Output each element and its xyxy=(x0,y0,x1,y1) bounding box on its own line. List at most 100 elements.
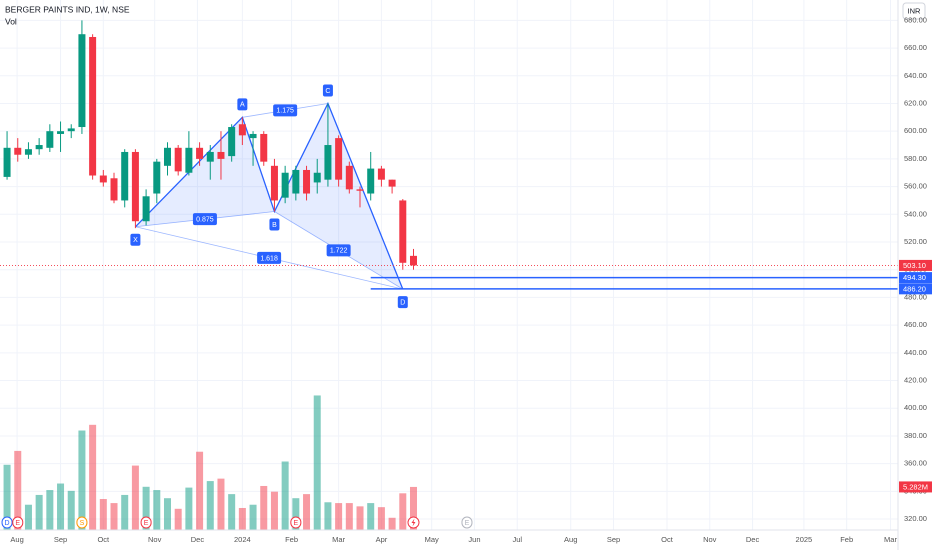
x-tick-label: 2024 xyxy=(234,535,251,544)
price-tag-label: 486.20 xyxy=(903,284,926,293)
volume-bar xyxy=(35,494,43,530)
candle-body xyxy=(46,131,54,148)
event-badge[interactable] xyxy=(1,516,13,529)
event-badge[interactable] xyxy=(12,516,24,529)
ratio-badge xyxy=(192,213,217,226)
event-badge[interactable] xyxy=(290,516,302,529)
y-tick-label: 660.00 xyxy=(904,43,927,52)
y-tick-label: 520.00 xyxy=(904,237,927,246)
x-tick-label: Aug xyxy=(10,535,23,544)
candle-body xyxy=(377,168,385,180)
price-tag-label: 503.10 xyxy=(903,261,926,270)
point-badge xyxy=(237,98,248,111)
volume-bar xyxy=(324,502,332,530)
ratio-label: 1.175 xyxy=(276,108,294,115)
volume-bar xyxy=(110,503,118,530)
volume-bar xyxy=(345,503,353,530)
candle-body xyxy=(399,200,407,263)
x-tick-label: Nov xyxy=(148,535,162,544)
volume-tag-label: 5.282M xyxy=(903,482,928,491)
point-badge xyxy=(322,84,333,97)
candle-body xyxy=(238,124,246,136)
candle-body xyxy=(67,128,75,132)
volume-bar xyxy=(217,478,225,530)
volume-bar xyxy=(121,494,129,530)
candle-body xyxy=(3,147,11,177)
volume-bar xyxy=(57,483,65,530)
event-badge[interactable] xyxy=(76,516,88,529)
price-tag xyxy=(899,272,932,284)
ratio-label: 0.875 xyxy=(196,216,214,223)
y-tick-label: 400.00 xyxy=(904,403,927,412)
candle-body xyxy=(292,169,300,194)
candle-body xyxy=(35,145,43,150)
x-tick-label: Apr xyxy=(376,535,388,544)
volume-bar xyxy=(196,451,204,530)
price-tag xyxy=(899,259,932,271)
point-label: A xyxy=(240,102,245,109)
candle-body xyxy=(367,168,375,194)
point-label: D xyxy=(400,299,405,306)
event-label: E xyxy=(465,520,470,527)
currency[interactable]: INR xyxy=(908,6,922,15)
candle-body xyxy=(121,151,129,201)
volume-bar xyxy=(260,485,268,530)
ratio-badge xyxy=(257,251,282,264)
point-badge xyxy=(269,218,280,231)
x-tick-label: Jul xyxy=(512,535,522,544)
candle-body xyxy=(131,151,139,222)
candle-body xyxy=(249,133,257,139)
x-tick-label: Jun xyxy=(468,535,480,544)
volume-bar xyxy=(228,494,236,530)
volume-bar xyxy=(89,424,97,530)
ratio-label: 1.722 xyxy=(330,248,348,255)
candle-body xyxy=(185,147,193,173)
x-tick-label: 2025 xyxy=(796,535,813,544)
candle-body xyxy=(228,127,236,157)
volume-bar xyxy=(313,395,321,530)
event-badge[interactable] xyxy=(461,516,473,529)
volume-bar xyxy=(24,504,32,530)
candle-body xyxy=(110,178,118,201)
ratio-badge xyxy=(326,244,351,257)
candle-body xyxy=(24,149,32,155)
volume-bar xyxy=(46,490,54,530)
candle-body xyxy=(163,147,171,166)
volume-bar xyxy=(303,494,311,530)
candle-body xyxy=(270,165,278,201)
y-tick-label: 640.00 xyxy=(904,71,927,80)
candle-body xyxy=(14,147,22,155)
event-badge[interactable] xyxy=(140,516,152,529)
currency-button[interactable] xyxy=(902,2,926,20)
price-tag-label: 494.30 xyxy=(903,273,926,282)
point-badge xyxy=(397,296,408,309)
volume-bar xyxy=(335,503,343,530)
volume-bar xyxy=(367,503,375,530)
pattern-area xyxy=(274,103,403,290)
volume-bar xyxy=(206,481,214,530)
point-label: C xyxy=(325,88,330,95)
volume-bar xyxy=(281,461,289,530)
candle-body xyxy=(174,147,182,172)
candle-body xyxy=(153,161,161,194)
y-tick-label: 580.00 xyxy=(904,154,927,163)
x-tick-label: Mar xyxy=(884,535,897,544)
y-tick-label: 540.00 xyxy=(904,209,927,218)
x-tick-label: Feb xyxy=(285,535,298,544)
candle-body xyxy=(206,151,214,162)
y-tick-label: 440.00 xyxy=(904,348,927,357)
candle-body xyxy=(99,175,107,183)
volume-bar xyxy=(163,498,171,530)
volume-bar xyxy=(377,507,385,530)
x-tick-label: Sep xyxy=(607,535,620,544)
price-tag xyxy=(899,283,932,295)
volume-bar xyxy=(238,507,246,530)
candle-body xyxy=(335,138,343,180)
point-badge xyxy=(130,233,141,246)
candle-body xyxy=(78,34,86,128)
y-tick-label: 380.00 xyxy=(904,431,927,440)
y-tick-label: 320.00 xyxy=(904,514,927,523)
volume-bar xyxy=(14,450,22,530)
volume-bar xyxy=(356,506,364,530)
